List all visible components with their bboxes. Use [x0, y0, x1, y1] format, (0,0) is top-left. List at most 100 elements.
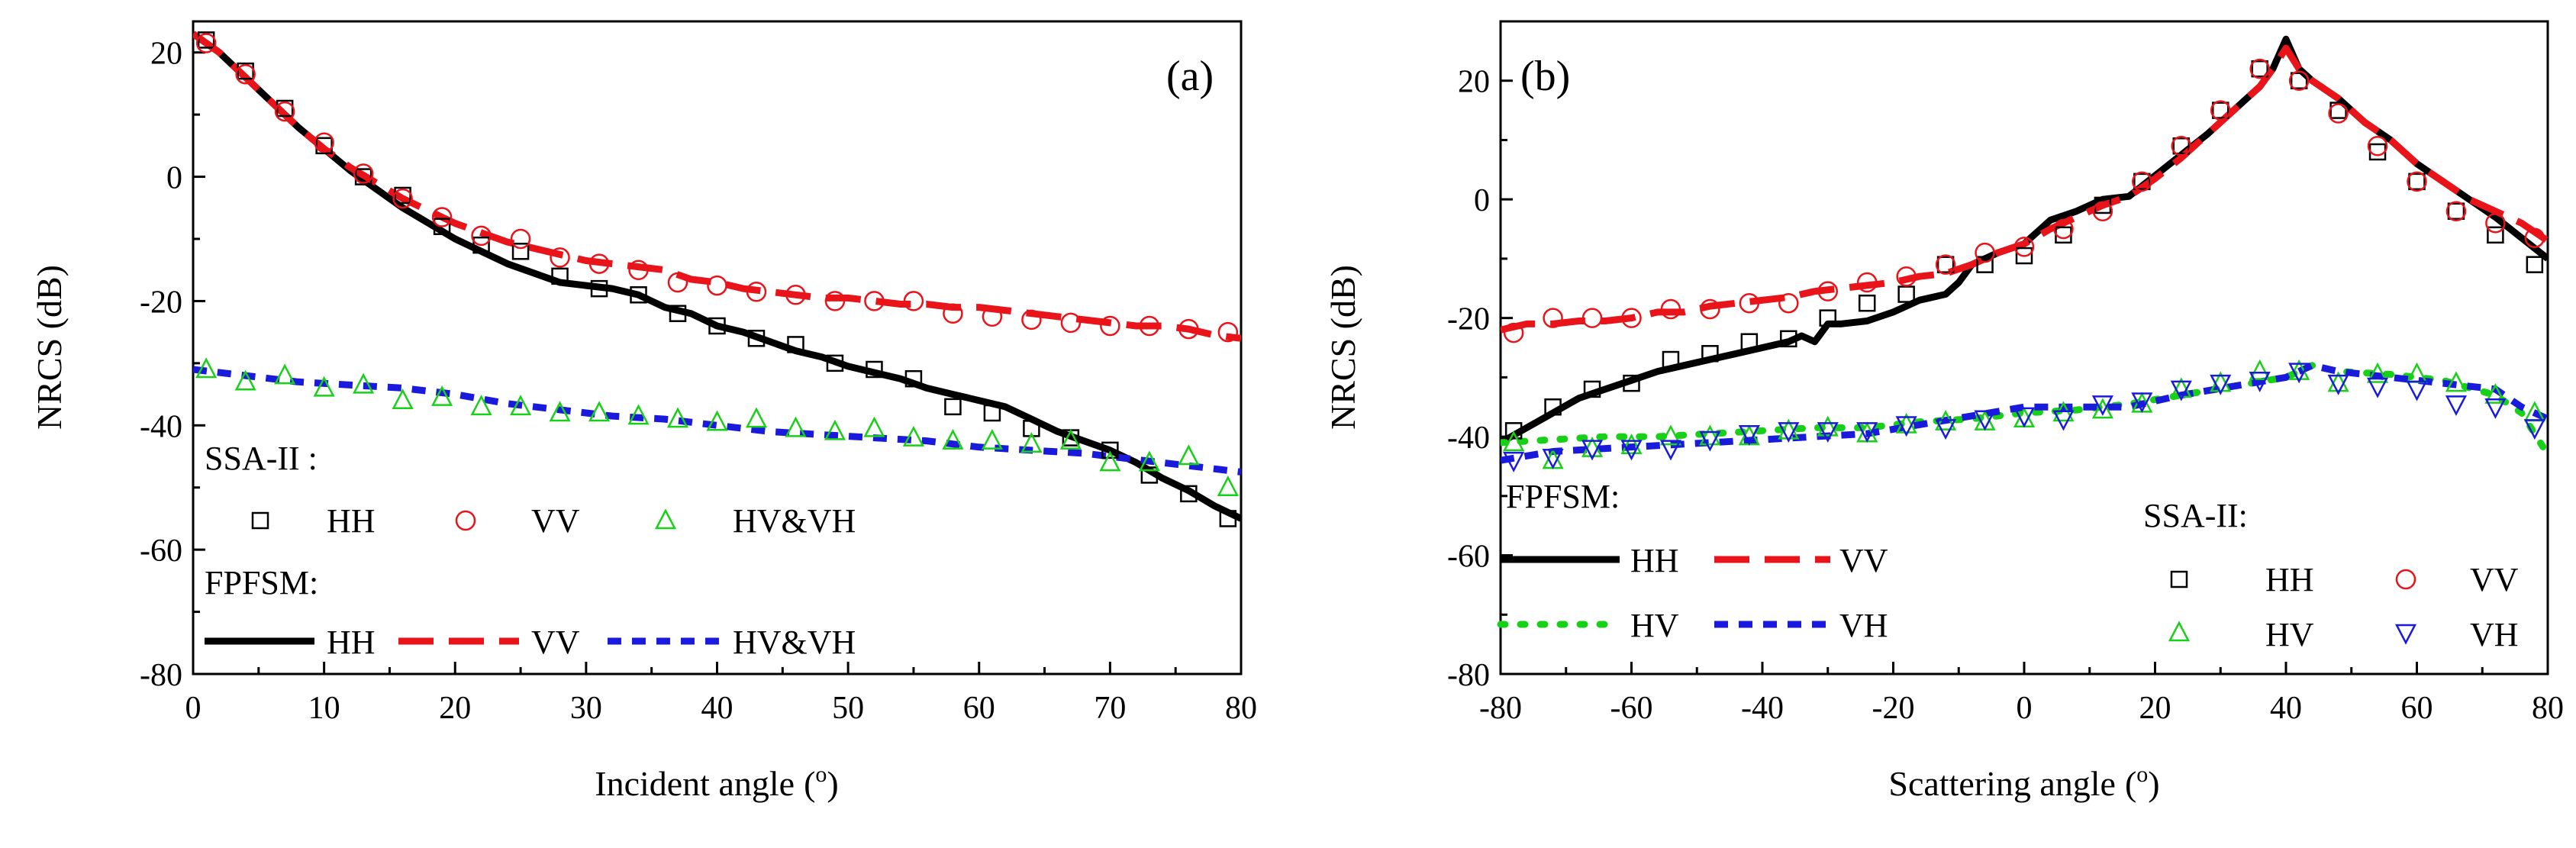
data-point-b-hv-6-4 — [1659, 424, 1682, 446]
data-point-b-vv-5-2 — [1581, 308, 1603, 328]
data-point-b-hv-6-17 — [2170, 377, 2192, 398]
data-point-b-vh-7-13 — [2013, 407, 2036, 428]
data-point-b-hv-6-10 — [1895, 412, 1917, 434]
data-point-b-vv-5-11 — [1935, 254, 1956, 275]
data-point-b-vv-5-3 — [1621, 308, 1642, 328]
data-point-b-hh-4-9 — [1858, 294, 1876, 312]
x-tick-label-b-0: -80 — [1479, 691, 1522, 726]
data-point-b-hv-6-15 — [2091, 398, 2113, 419]
legend-b-hh-marker — [2170, 570, 2188, 588]
data-point-a-hvvh-5-20 — [981, 428, 1003, 450]
legend-a: SSA-II : HH VV HV&VH FPFSM: HH VV HV&VH — [205, 440, 856, 661]
data-point-b-vv-5-1 — [1543, 308, 1563, 328]
data-point-a-hvvh-5-12 — [666, 407, 689, 428]
data-point-a-vv-4-21 — [1021, 309, 1042, 330]
y-tick-label-b-5: 20 — [1458, 65, 1490, 100]
x-tick-label-a-6: 60 — [963, 691, 995, 726]
data-point-a-vv-4-9 — [550, 247, 570, 268]
legend-b: FPFSM: HH VV HV VH SSA-II: HH VV HV VH — [1497, 478, 2519, 653]
data-point-b-vh-7-23 — [2406, 380, 2428, 401]
data-point-b-vv-5-4 — [1660, 298, 1681, 320]
panel-label-a: (a) — [1166, 53, 1214, 100]
x-axis-unit-open-b: ( — [2125, 764, 2136, 803]
x-axis-unit-degree-b: o — [2136, 762, 2148, 787]
data-point-a-vv-4-2 — [274, 101, 295, 122]
data-point-a-hvvh-5-8 — [510, 395, 532, 416]
data-point-a-vv-4-0 — [195, 33, 217, 53]
legend-a-group-ssa: SSA-II : — [205, 440, 318, 477]
data-point-a-hh-3-23 — [1101, 441, 1119, 459]
data-point-b-hv-6-20 — [2288, 359, 2310, 380]
data-point-a-vv-4-16 — [824, 291, 846, 311]
data-point-a-hvvh-5-21 — [1020, 432, 1043, 453]
data-point-b-vh-7-20 — [2288, 363, 2310, 384]
data-point-a-hvvh-5-18 — [902, 425, 924, 447]
data-point-a-vv-4-6 — [431, 207, 453, 227]
data-point-b-vv-5-21 — [2328, 103, 2349, 124]
y-tick-label-b-2: -40 — [1447, 421, 1490, 456]
data-point-b-hh-4-21 — [2329, 102, 2347, 119]
axis-ticks-a: 0 10 20 30 40 50 60 70 80 -80 -60 -40 -20 0 20 — [140, 37, 1257, 726]
data-point-a-hh-3-15 — [787, 336, 804, 353]
data-point-a-hvvh-5-16 — [824, 419, 846, 440]
data-point-b-vv-5-24 — [2445, 201, 2467, 221]
data-point-a-hvvh-5-7 — [470, 395, 492, 416]
x-tick-label-a-7: 70 — [1094, 691, 1126, 726]
data-point-b-vv-5-0 — [1503, 322, 1524, 343]
legend-a-hh-ssa-label: HH — [327, 502, 376, 540]
data-point-b-hh-4-17 — [2172, 137, 2191, 155]
legend-b-vh-ssa-label: VH — [2470, 616, 2519, 653]
data-point-b-vv-5-16 — [2132, 171, 2152, 192]
data-point-b-vh-7-19 — [2249, 372, 2271, 392]
axis-ticks-b: -80 -60 -40 -20 0 20 40 60 80 -80 -60 -40 -20 0 20 — [1447, 65, 2564, 726]
data-point-b-vh-7-7 — [1778, 422, 1800, 443]
data-point-b-hh-4-25 — [2487, 226, 2504, 244]
panel-label-b: (b) — [1520, 53, 1570, 100]
y-tick-label-b-4: 0 — [1474, 183, 1490, 218]
data-point-b-vh-7-21 — [2327, 374, 2349, 395]
data-point-b-vv-5-6 — [1739, 292, 1760, 314]
x-axis-unit-close-a: ) — [827, 764, 838, 803]
legend-b-vh-fpfsm-label: VH — [1839, 607, 1888, 644]
data-point-a-hvvh-5-2 — [274, 363, 296, 385]
data-point-b-vh-7-4 — [1659, 440, 1682, 461]
x-tick-label-b-6: 40 — [2270, 691, 2302, 726]
data-point-a-hvvh-5-5 — [392, 389, 414, 409]
data-point-a-vv-4-1 — [235, 63, 256, 85]
series-line-a-hh-0 — [193, 31, 1241, 522]
data-point-a-hvvh-5-6 — [431, 385, 453, 406]
data-point-b-hh-4-1 — [1544, 398, 1562, 416]
data-point-b-hh-4-0 — [1504, 422, 1523, 440]
data-point-a-hvvh-5-9 — [549, 401, 571, 422]
series-line-a-hvvh-2 — [193, 366, 1241, 476]
data-point-b-hv-6-8 — [1817, 415, 1839, 437]
data-point-a-hh-3-6 — [433, 218, 451, 235]
data-point-b-vh-7-25 — [2484, 398, 2507, 419]
legend-b-hv-marker — [2168, 621, 2191, 642]
legend-a-hh-marker — [251, 511, 269, 530]
x-tick-label-a-1: 10 — [308, 691, 340, 726]
x-axis-unit-degree-a: o — [815, 762, 827, 787]
data-point-a-hvvh-5-19 — [942, 428, 964, 450]
legend-a-group-fpfsm: FPFSM: — [205, 564, 318, 601]
data-point-a-hh-3-12 — [669, 305, 687, 322]
data-point-b-hh-4-26 — [2526, 256, 2544, 273]
data-point-b-vh-7-1 — [1542, 449, 1564, 469]
x-axis-unit-close-b: ) — [2148, 764, 2159, 803]
legend-b-vv-fpfsm-label: VV — [1839, 542, 1888, 579]
data-point-b-hv-6-21 — [2327, 371, 2349, 392]
data-point-b-vv-5-5 — [1700, 298, 1720, 320]
data-point-a-hvvh-5-14 — [745, 407, 768, 428]
data-point-a-hvvh-5-1 — [234, 369, 256, 391]
data-point-b-vv-5-20 — [2288, 70, 2310, 91]
data-point-b-hh-4-18 — [2212, 102, 2229, 119]
data-point-a-hh-3-10 — [590, 279, 608, 298]
data-point-a-hvvh-5-22 — [1059, 428, 1082, 450]
y-tick-label-b-3: -20 — [1447, 302, 1490, 337]
data-point-a-vv-4-12 — [667, 272, 688, 293]
y-tick-label-a-5: 20 — [150, 37, 182, 72]
data-point-b-vh-7-26 — [2523, 419, 2545, 440]
data-point-b-vh-7-11 — [1935, 419, 1957, 440]
panel-b-scattering-angle: -80 -60 -40 -20 0 20 40 60 80 -80 -60 -40 -20 0 20 (b)… — [1323, 20, 2564, 803]
data-point-a-vv-4-13 — [707, 275, 727, 296]
